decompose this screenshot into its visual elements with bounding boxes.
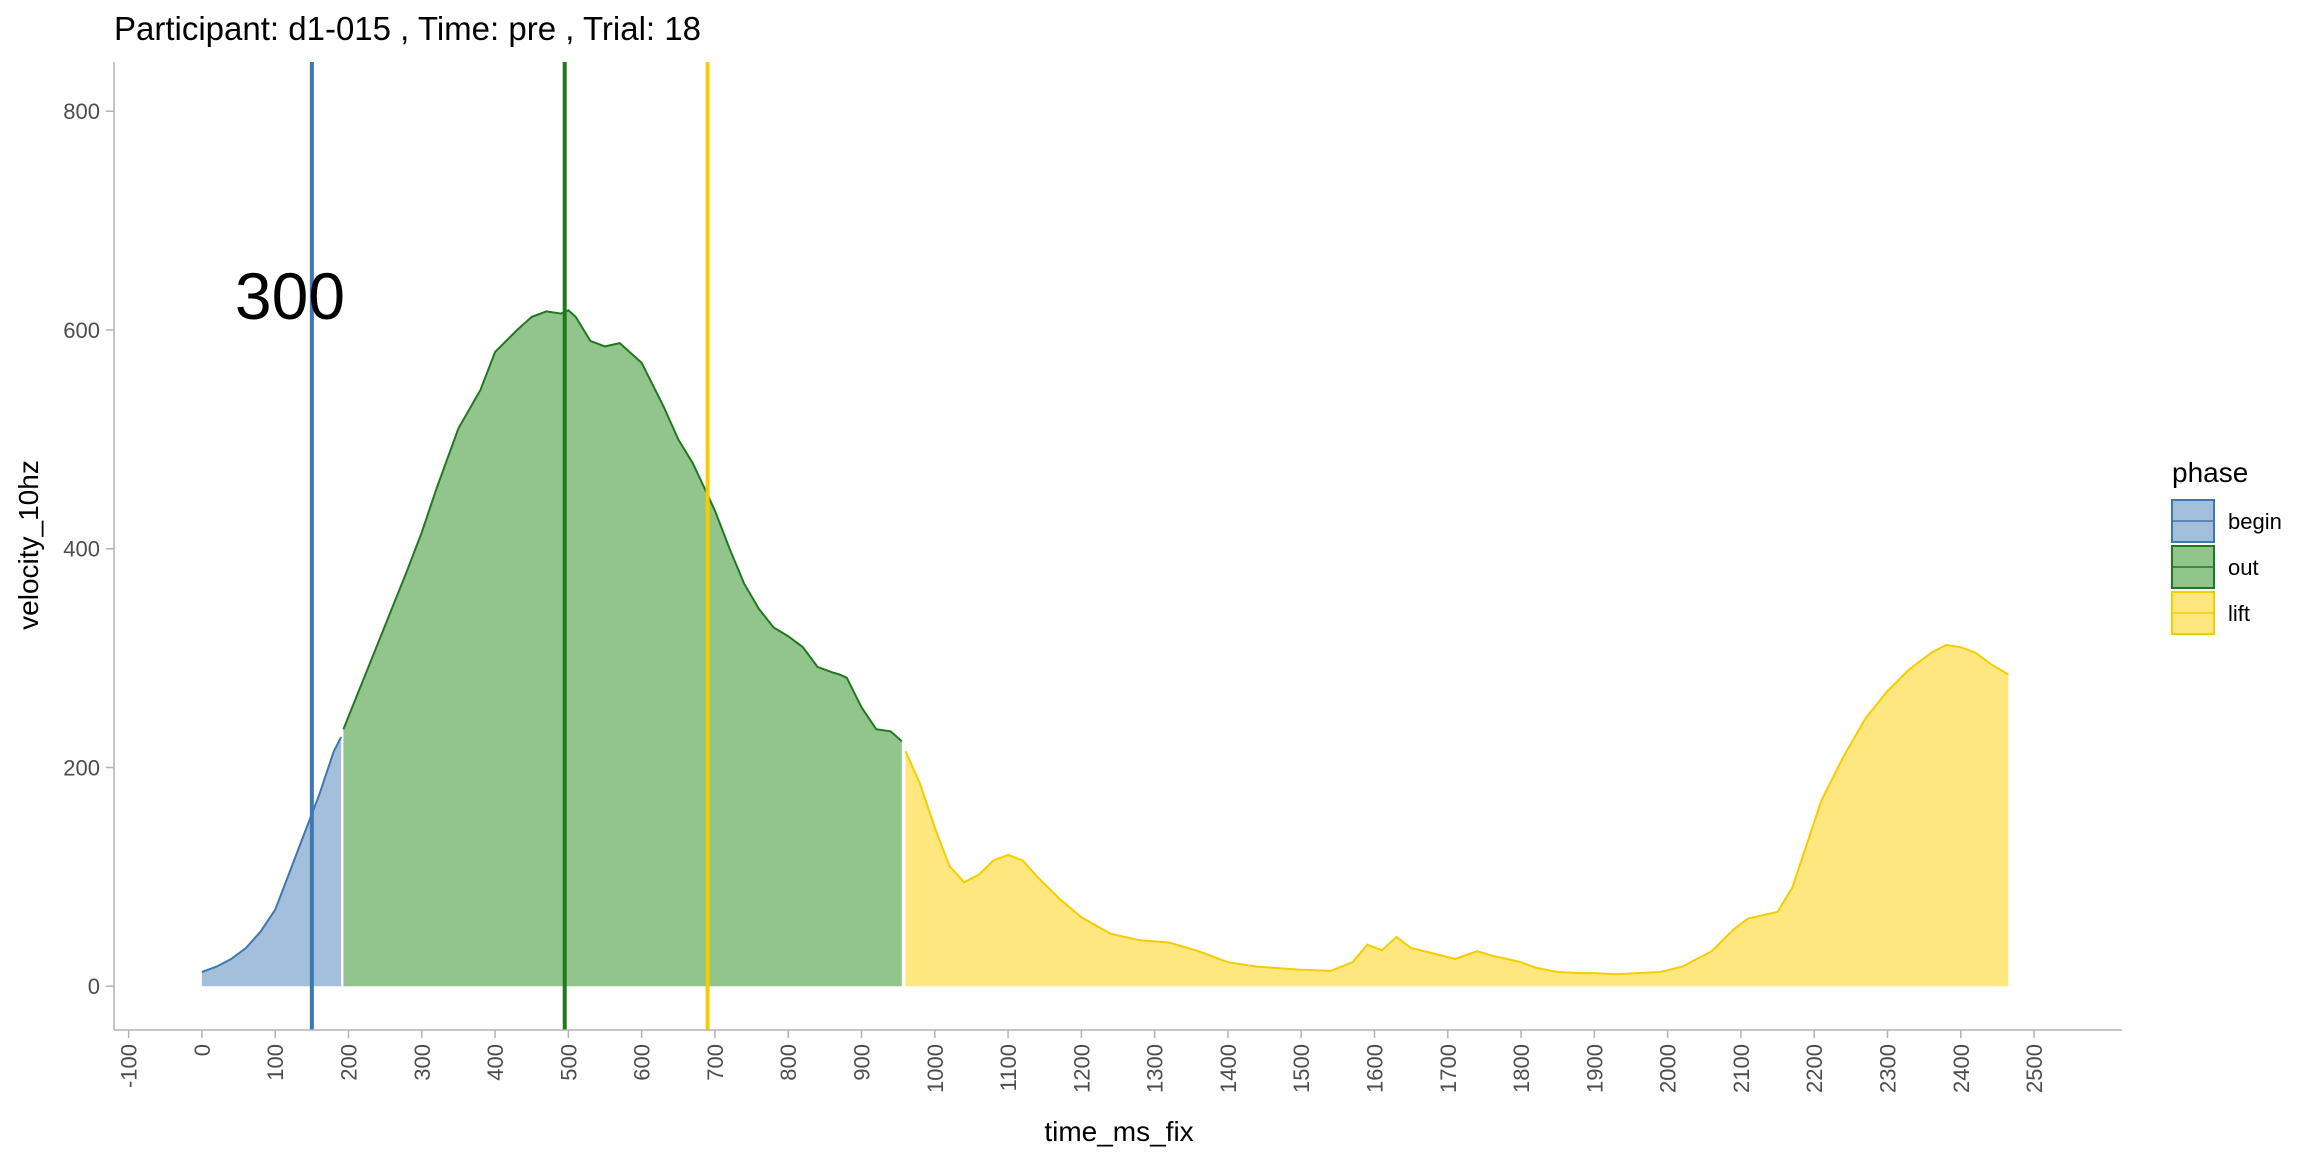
vlines-layer (309, 62, 710, 1030)
legend-item-out: out (2171, 545, 2259, 589)
x-tick-label: 1400 (1216, 1044, 1241, 1093)
chart-title: Participant: d1-015 , Time: pre , Trial:… (114, 10, 701, 47)
x-tick-label: 1700 (1436, 1044, 1461, 1093)
area-out (343, 310, 902, 987)
x-axis-title: time_ms_fix (1044, 1116, 1193, 1147)
x-tick-label: 1200 (1069, 1044, 1094, 1093)
x-tick-label: 900 (850, 1044, 875, 1081)
legend-entries: begin out lift (2171, 499, 2282, 635)
legend-label-out: out (2228, 555, 2259, 580)
x-tick-label: 1000 (923, 1044, 948, 1093)
x-tick-label: 1800 (1509, 1044, 1534, 1093)
areas-layer (201, 309, 2009, 987)
line-out (342, 309, 903, 742)
legend-label-lift: lift (2228, 601, 2250, 626)
y-tick-label: 600 (63, 318, 100, 343)
x-tick-label: 0 (190, 1044, 215, 1056)
y-axis-title: velocity_10hz (13, 460, 44, 630)
x-tick-label: 2500 (2022, 1044, 2047, 1093)
x-tick-label: 1600 (1363, 1044, 1388, 1093)
x-tick-label: 1100 (996, 1044, 1021, 1091)
x-tick-label: -100 (117, 1044, 142, 1088)
y-tick-label: 0 (88, 974, 100, 999)
x-tick-label: 2100 (1729, 1044, 1754, 1093)
x-tick-label: 400 (483, 1044, 508, 1081)
x-tick-label: 1300 (1143, 1044, 1168, 1093)
y-ticks: 0 200 400 600 800 (63, 99, 114, 999)
area-lift (905, 645, 2009, 987)
legend-item-begin: begin (2171, 499, 2282, 543)
x-tick-label: 1500 (1289, 1044, 1314, 1093)
x-tick-label: 200 (337, 1044, 362, 1081)
x-ticks: -100 0 100 200 300 400 500 600 700 800 900 1000 1100… (117, 1030, 2047, 1093)
x-tick-label: 100 (263, 1044, 288, 1081)
x-tick-label: 500 (556, 1044, 581, 1081)
x-tick-label: 1900 (1582, 1044, 1607, 1093)
line-begin (201, 736, 343, 973)
x-tick-label: 300 (410, 1044, 435, 1081)
x-tick-label: 700 (703, 1044, 728, 1081)
legend: phase begin out lift (2171, 457, 2282, 635)
y-tick-label: 200 (63, 755, 100, 780)
x-tick-label: 2000 (1656, 1044, 1681, 1093)
annotation-300: 300 (235, 259, 345, 333)
x-tick-label: 800 (776, 1044, 801, 1081)
x-tick-label: 2200 (1802, 1044, 1827, 1093)
y-tick-label: 400 (63, 537, 100, 562)
legend-title: phase (2172, 457, 2248, 488)
area-begin (201, 736, 342, 987)
legend-item-lift: lift (2171, 591, 2250, 635)
line-lift (904, 643, 2009, 976)
x-tick-label: 2400 (1949, 1044, 1974, 1093)
x-tick-label: 600 (630, 1044, 655, 1081)
legend-label-begin: begin (2228, 509, 2282, 534)
x-tick-label: 2300 (1876, 1044, 1901, 1093)
axes-layer (113, 62, 2122, 1031)
y-tick-label: 800 (63, 99, 100, 124)
